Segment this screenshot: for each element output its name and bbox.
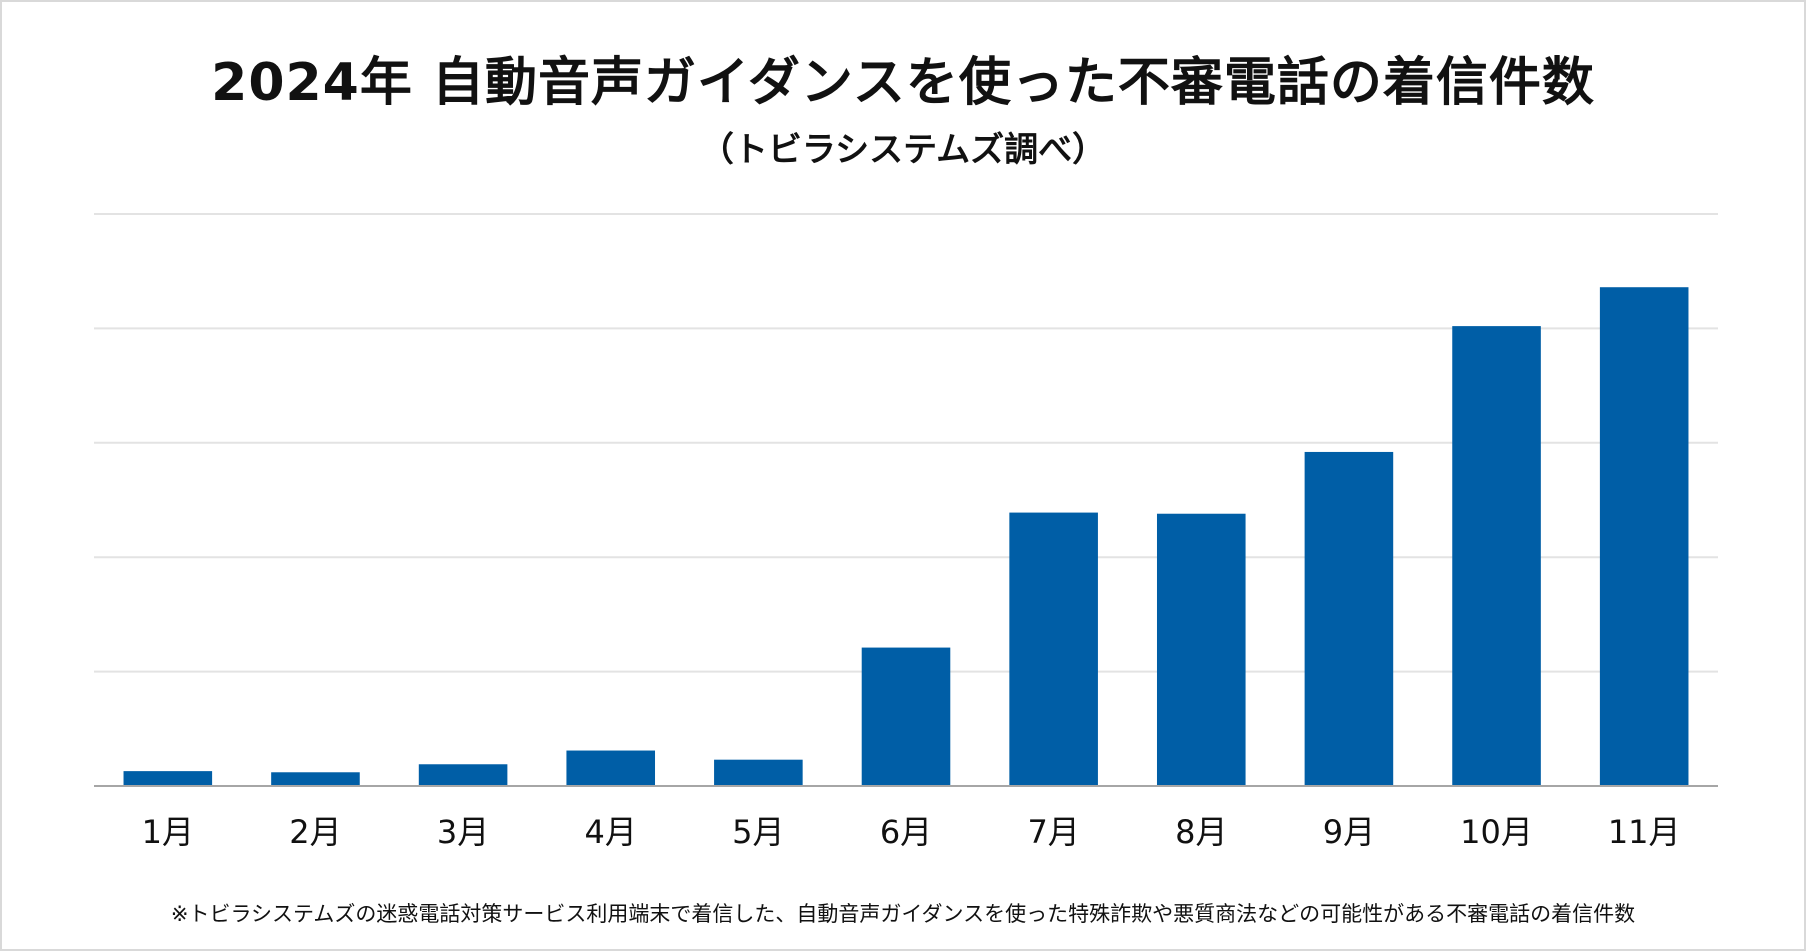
bar-8 bbox=[1156, 513, 1246, 786]
bar-2 bbox=[271, 772, 360, 786]
x-tick-label: 1月 bbox=[142, 813, 194, 851]
bars bbox=[123, 287, 1689, 786]
bar-4 bbox=[566, 750, 656, 786]
bar-11 bbox=[1599, 287, 1689, 786]
x-tick-label: 2月 bbox=[289, 813, 341, 851]
x-tick-label: 5月 bbox=[732, 813, 784, 851]
x-tick-label: 11月 bbox=[1608, 813, 1681, 851]
chart-subtitle: （トビラシステムズ調べ） bbox=[699, 130, 1107, 170]
x-tick-label: 4月 bbox=[585, 813, 637, 851]
x-tick-label: 9月 bbox=[1323, 813, 1375, 851]
chart-title: 2024年 自動音声ガイダンスを使った不審電話の着信件数 bbox=[211, 53, 1595, 113]
bar-10 bbox=[1452, 326, 1541, 786]
bar-5 bbox=[714, 759, 803, 786]
x-tick-label: 6月 bbox=[880, 813, 932, 851]
bar-9 bbox=[1304, 451, 1394, 786]
x-tick-label: 3月 bbox=[437, 813, 489, 851]
x-tick-label: 10月 bbox=[1460, 813, 1533, 851]
bar-7 bbox=[1009, 512, 1098, 786]
chart-footnote: ※トビラシステムズの迷惑電話対策サービス利用端末で着信した、自動音声ガイダンスを… bbox=[170, 902, 1636, 926]
x-tick-labels: 1月 2月 3月 4月 5月 6月 7月 8月 9月 10月 11月 bbox=[142, 813, 1681, 851]
x-tick-label: 8月 bbox=[1175, 813, 1227, 851]
bar-1 bbox=[123, 771, 213, 786]
x-tick-label: 7月 bbox=[1027, 813, 1079, 851]
bar-6 bbox=[861, 647, 951, 786]
bar-3 bbox=[418, 764, 508, 786]
